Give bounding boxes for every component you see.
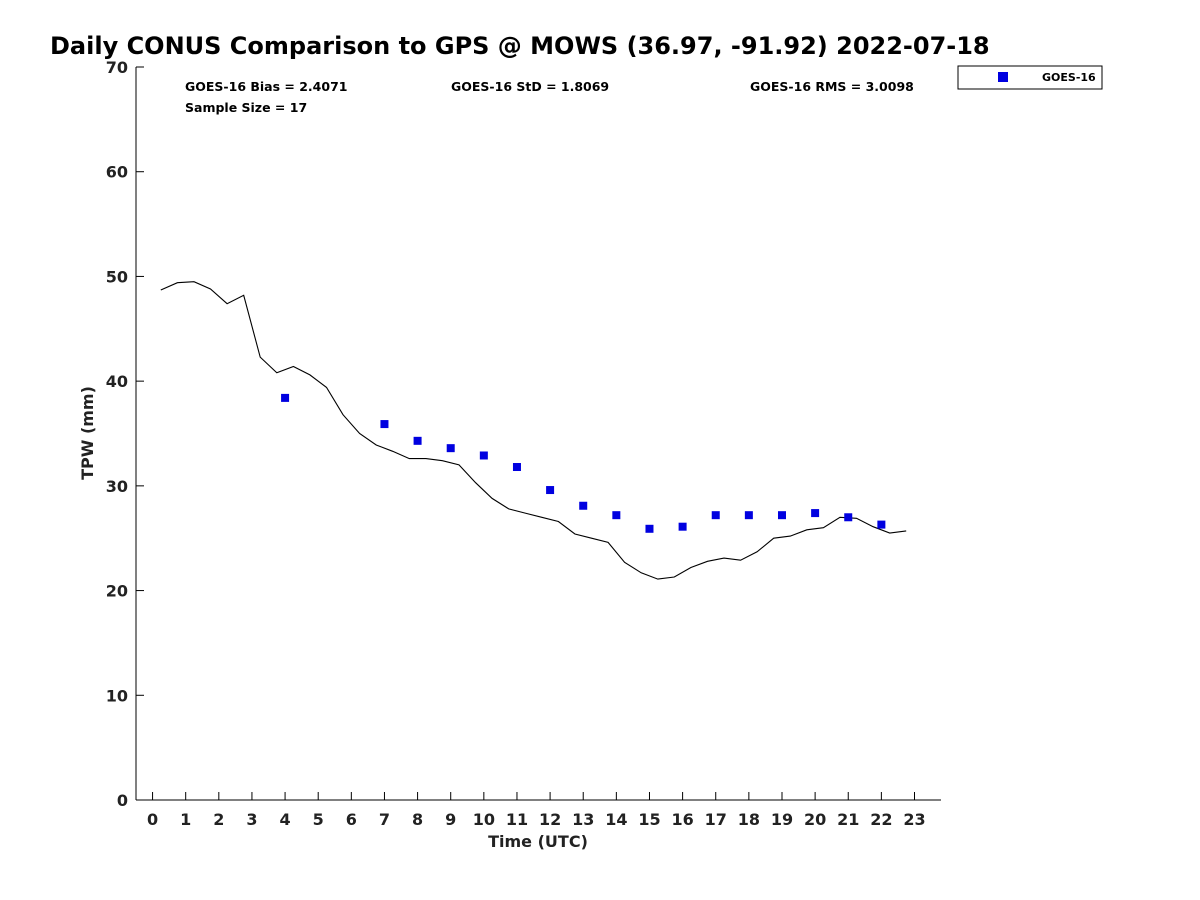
- goes-16-point: [579, 501, 588, 510]
- goes-16-point: [479, 451, 488, 460]
- x-tick-label: 8: [412, 810, 423, 829]
- x-tick-label: 5: [313, 810, 324, 829]
- x-axis-label: Time (UTC): [488, 832, 588, 851]
- x-tick-label: 12: [539, 810, 561, 829]
- x-tick-label: 15: [638, 810, 660, 829]
- y-tick-label: 20: [106, 582, 128, 601]
- legend-label: GOES-16: [1042, 71, 1096, 84]
- goes-16-point: [711, 511, 720, 520]
- bias-stat: GOES-16 Bias = 2.4071: [185, 79, 347, 94]
- x-tick-label: 23: [903, 810, 925, 829]
- goes-16-point: [678, 522, 687, 531]
- x-tick-label: 22: [870, 810, 892, 829]
- y-tick-label: 60: [106, 163, 128, 182]
- plot-area: [136, 67, 941, 800]
- gps-line: [160, 281, 907, 580]
- y-tick-label: 40: [106, 372, 128, 391]
- y-axis-label: TPW (mm): [78, 386, 97, 480]
- chart-title: Daily CONUS Comparison to GPS @ MOWS (36…: [50, 32, 990, 60]
- goes-16-point: [380, 420, 389, 429]
- y-tick-label: 30: [106, 477, 128, 496]
- x-tick-label: 13: [572, 810, 594, 829]
- legend-box: [957, 65, 1103, 90]
- x-tick-label: 19: [771, 810, 793, 829]
- x-tick-label: 0: [147, 810, 158, 829]
- x-tick-label: 11: [506, 810, 528, 829]
- x-tick-label: 16: [671, 810, 693, 829]
- goes-16-point: [744, 511, 753, 520]
- x-tick-label: 18: [738, 810, 760, 829]
- y-tick-label: 70: [106, 58, 128, 77]
- x-tick-label: 17: [705, 810, 727, 829]
- legend: GOES-16: [957, 65, 1103, 90]
- y-tick-label: 0: [117, 791, 128, 810]
- x-tick-label: 9: [445, 810, 456, 829]
- rms-stat: GOES-16 RMS = 3.0098: [750, 79, 914, 94]
- goes-16-point: [413, 436, 422, 445]
- goes-16-point: [512, 463, 521, 472]
- goes-16-point: [645, 524, 654, 533]
- sample-size-stat: Sample Size = 17: [185, 100, 307, 115]
- goes-16-point: [281, 393, 290, 402]
- series-layer: [160, 281, 907, 580]
- x-tick-label: 6: [346, 810, 357, 829]
- goes-16-point: [612, 511, 621, 520]
- x-tick-label: 3: [246, 810, 257, 829]
- goes-16-point: [877, 520, 886, 529]
- goes-16-point: [811, 509, 820, 518]
- goes-16-point: [546, 486, 555, 495]
- x-axis-ticks: 0 1 2 3 4 5 6 7 8 9 10 11 12 13 14 15 16 17 18 19 20 21 22 23: [147, 792, 926, 829]
- legend-marker: [998, 72, 1008, 82]
- x-tick-label: 2: [213, 810, 224, 829]
- goes-16-point: [446, 444, 455, 453]
- x-tick-label: 10: [473, 810, 495, 829]
- x-tick-label: 14: [605, 810, 627, 829]
- y-axis-ticks: 0 10 20 30 40 50 60 70: [106, 58, 144, 810]
- x-tick-label: 21: [837, 810, 859, 829]
- y-tick-label: 50: [106, 267, 128, 286]
- x-tick-label: 4: [280, 810, 291, 829]
- goes-16-point: [777, 511, 786, 520]
- goes-16-point: [844, 513, 853, 522]
- x-tick-label: 20: [804, 810, 826, 829]
- y-tick-label: 10: [106, 686, 128, 705]
- x-tick-label: 1: [180, 810, 191, 829]
- std-stat: GOES-16 StD = 1.8069: [451, 79, 609, 94]
- x-tick-label: 7: [379, 810, 390, 829]
